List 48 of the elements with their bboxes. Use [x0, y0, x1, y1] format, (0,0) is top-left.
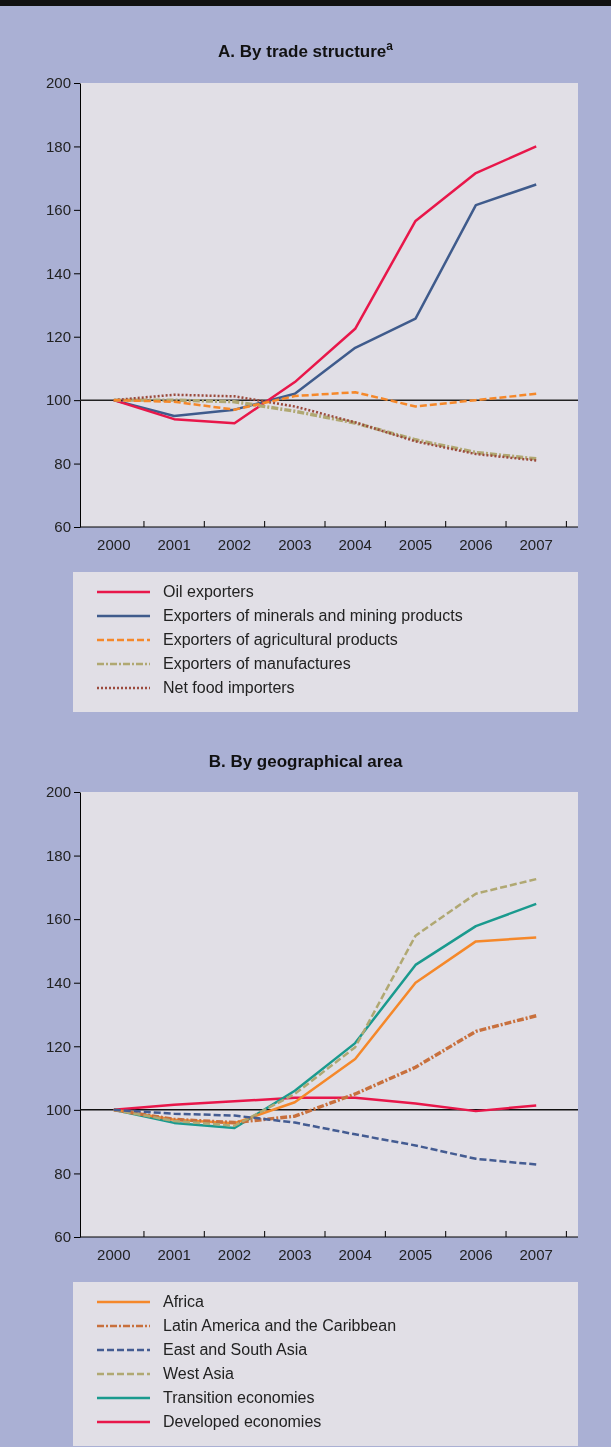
- x-tick-label: 2001: [157, 1245, 191, 1263]
- y-tick-label: 60: [54, 1228, 71, 1246]
- line-series: [112, 390, 538, 411]
- y-tick-label: 140: [45, 264, 71, 282]
- x-tick-label: 2006: [459, 1245, 493, 1263]
- x-tick-label: 2005: [398, 1245, 433, 1263]
- y-tick-label: 100: [45, 1101, 71, 1119]
- legend-label: Africa: [163, 1293, 204, 1310]
- y-tick-label: 200: [45, 74, 71, 92]
- legend-label: Transition economies: [163, 1389, 315, 1406]
- y-tick-label: 80: [54, 1164, 71, 1182]
- y-tick-label: 200: [45, 783, 71, 801]
- legend-label: West Asia: [163, 1365, 234, 1382]
- y-tick-label: 120: [45, 1037, 71, 1055]
- legend-label: East and South Asia: [163, 1341, 308, 1358]
- legend-label: Oil exporters: [163, 583, 254, 600]
- line-series: [112, 1108, 538, 1166]
- x-tick-label: 2001: [157, 535, 191, 553]
- x-tick-label: 2006: [459, 535, 493, 553]
- legend-label: Exporters of minerals and mining products: [163, 607, 463, 624]
- legend-label: Exporters of manufactures: [163, 655, 351, 672]
- x-tick-label: 2007: [519, 535, 553, 553]
- legend-label: Net food importers: [163, 679, 295, 696]
- x-tick-label: 2000: [97, 535, 131, 553]
- chart-title: A. By trade structure$^{a}$: [218, 39, 394, 61]
- x-tick-label: 2002: [217, 1245, 252, 1263]
- y-tick-label: 180: [45, 137, 71, 155]
- line-series: [112, 1014, 538, 1125]
- y-tick-label: 60: [54, 518, 71, 536]
- x-tick-label: 2005: [398, 535, 433, 553]
- legend-label: Developed economies: [163, 1413, 322, 1430]
- chart-title: B. By geographical area: [208, 752, 403, 771]
- y-tick-label: 100: [45, 391, 71, 409]
- legend-label: Latin America and the Caribbean: [163, 1317, 397, 1334]
- y-tick-label: 140: [45, 974, 71, 992]
- y-tick-label: 160: [45, 201, 71, 219]
- y-tick-label: 120: [45, 328, 71, 346]
- x-tick-label: 2003: [278, 535, 312, 553]
- x-tick-label: 2004: [338, 1245, 372, 1263]
- x-tick-label: 2000: [97, 1245, 131, 1263]
- x-tick-label: 2002: [217, 535, 252, 553]
- y-tick-label: 160: [45, 910, 71, 928]
- x-tick-label: 2003: [278, 1245, 312, 1263]
- y-tick-label: 80: [54, 454, 71, 472]
- x-tick-label: 2004: [338, 535, 372, 553]
- y-tick-label: 180: [45, 846, 71, 864]
- x-tick-label: 2007: [519, 1245, 553, 1263]
- legend-label: Exporters of agricultural products: [163, 631, 398, 648]
